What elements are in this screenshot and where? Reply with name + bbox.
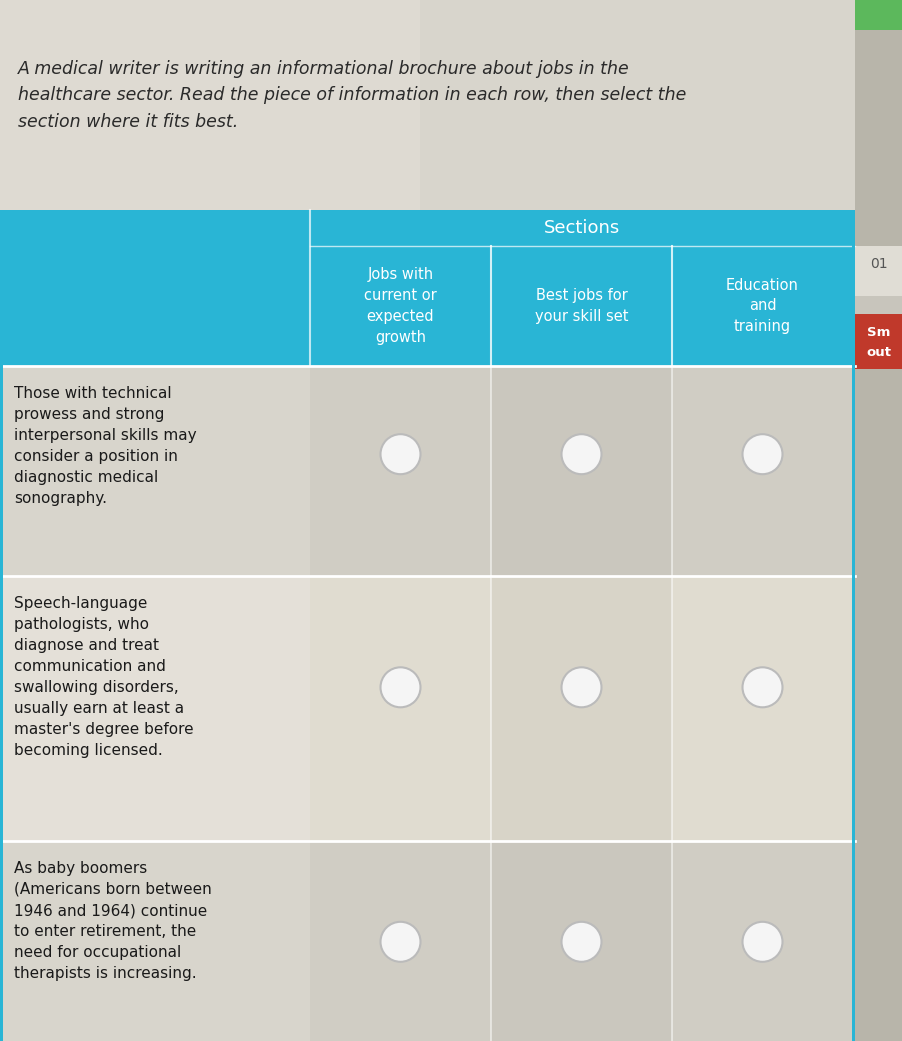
Bar [491,246,671,366]
Bar [854,314,902,369]
Bar [491,366,671,576]
Bar [671,576,852,841]
Bar [671,366,852,576]
Text: Education
and
training: Education and training [725,278,798,334]
Bar [0,0,869,210]
Bar [309,576,491,841]
Bar [0,841,309,1041]
Bar [491,576,671,841]
Circle shape [561,667,601,707]
Circle shape [561,434,601,475]
Bar [0,576,309,841]
Text: Those with technical
prowess and strong
interpersonal skills may
consider a posi: Those with technical prowess and strong … [14,386,197,506]
Text: out: out [866,346,890,358]
Bar [309,841,491,1041]
Bar [854,296,902,314]
Bar [309,246,491,366]
Bar [854,0,902,1041]
Bar [0,210,3,1041]
Text: Sm: Sm [866,326,889,338]
Circle shape [741,434,782,475]
Bar [671,246,852,366]
Bar [309,210,854,246]
Bar [0,0,419,210]
Text: As baby boomers
(Americans born between
1946 and 1964) continue
to enter retirem: As baby boomers (Americans born between … [14,861,211,981]
Bar [309,366,491,576]
Text: A medical writer is writing an informational brochure about jobs in the
healthca: A medical writer is writing an informati… [18,60,686,131]
Bar [854,0,902,30]
Bar [851,210,854,1041]
Circle shape [561,921,601,962]
Text: Best jobs for
your skill set: Best jobs for your skill set [534,288,628,324]
Bar [491,841,671,1041]
Bar [0,210,309,366]
Text: 01: 01 [870,257,887,271]
Text: Speech-language
pathologists, who
diagnose and treat
communication and
swallowin: Speech-language pathologists, who diagno… [14,596,193,758]
Circle shape [741,921,782,962]
Bar [854,246,902,296]
Circle shape [380,921,420,962]
Circle shape [380,434,420,475]
Circle shape [380,667,420,707]
Circle shape [741,667,782,707]
Bar [0,366,309,576]
Bar [671,841,852,1041]
Text: Sections: Sections [544,219,620,237]
Text: Jobs with
current or
expected
growth: Jobs with current or expected growth [364,266,437,345]
